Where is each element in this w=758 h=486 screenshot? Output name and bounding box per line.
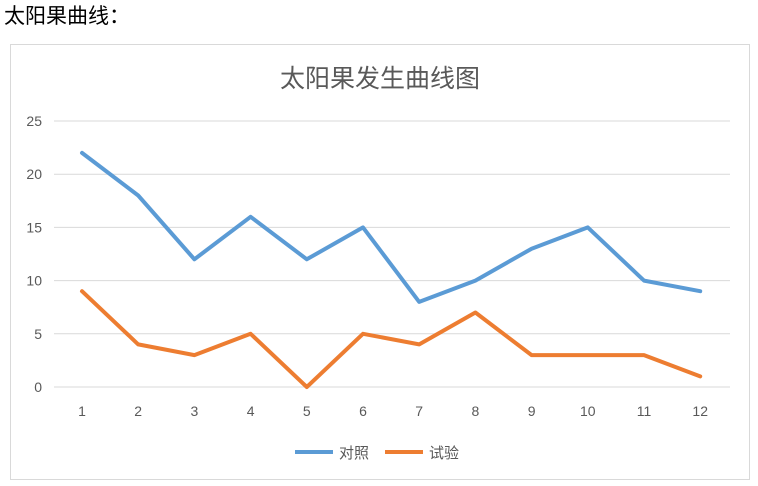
- data-point: [699, 375, 701, 377]
- legend-label: 试验: [429, 444, 459, 462]
- chart-title: 太阳果发生曲线图: [280, 64, 480, 93]
- series-lines: [80, 150, 703, 389]
- y-tick-label: 0: [34, 379, 42, 395]
- data-point: [531, 354, 533, 356]
- legend-label: 对照: [339, 444, 369, 462]
- data-point: [531, 248, 533, 250]
- data-point: [699, 290, 701, 292]
- data-point: [306, 258, 308, 260]
- x-tick-label: 6: [359, 403, 367, 419]
- x-tick-label: 1: [78, 403, 86, 419]
- series-line-1: [80, 150, 703, 304]
- data-point: [474, 280, 476, 282]
- data-point: [250, 333, 252, 335]
- data-point: [474, 312, 476, 314]
- data-point: [137, 343, 139, 345]
- data-point: [362, 333, 364, 335]
- data-point: [643, 280, 645, 282]
- x-tick-label: 5: [303, 403, 311, 419]
- data-point: [250, 216, 252, 218]
- data-point: [418, 343, 420, 345]
- x-tick-label: 11: [637, 403, 652, 419]
- x-tick-label: 7: [415, 403, 423, 419]
- data-point: [81, 152, 83, 154]
- x-tick-label: 2: [134, 403, 142, 419]
- data-point: [193, 354, 195, 356]
- data-point: [418, 301, 420, 303]
- x-tick-label: 12: [692, 403, 708, 419]
- data-point: [587, 354, 589, 356]
- x-tick-label: 10: [580, 403, 596, 419]
- data-point: [643, 354, 645, 356]
- x-tick-label: 8: [472, 403, 480, 419]
- y-tick-label: 5: [34, 326, 42, 342]
- gridlines: [54, 120, 730, 388]
- y-tick-label: 15: [26, 219, 42, 235]
- x-axis-ticks: 1 2 3 4 5 6 7 8 9 10 11 12: [78, 403, 708, 419]
- data-point: [81, 290, 83, 292]
- data-point: [137, 194, 139, 196]
- y-tick-label: 10: [26, 273, 42, 289]
- y-tick-label: 20: [26, 166, 42, 182]
- y-tick-label: 25: [26, 113, 42, 129]
- data-point: [587, 226, 589, 228]
- legend: 对照 试验: [295, 444, 459, 462]
- data-point: [306, 386, 308, 388]
- x-tick-label: 3: [191, 403, 199, 419]
- data-point: [362, 226, 364, 228]
- x-tick-label: 4: [247, 403, 255, 419]
- document-heading: 太阳果曲线：: [4, 4, 130, 28]
- y-axis-ticks: 0 5 10 15 20 25: [26, 113, 42, 395]
- x-tick-label: 9: [528, 403, 536, 419]
- data-point: [193, 258, 195, 260]
- series-line-2: [80, 289, 703, 389]
